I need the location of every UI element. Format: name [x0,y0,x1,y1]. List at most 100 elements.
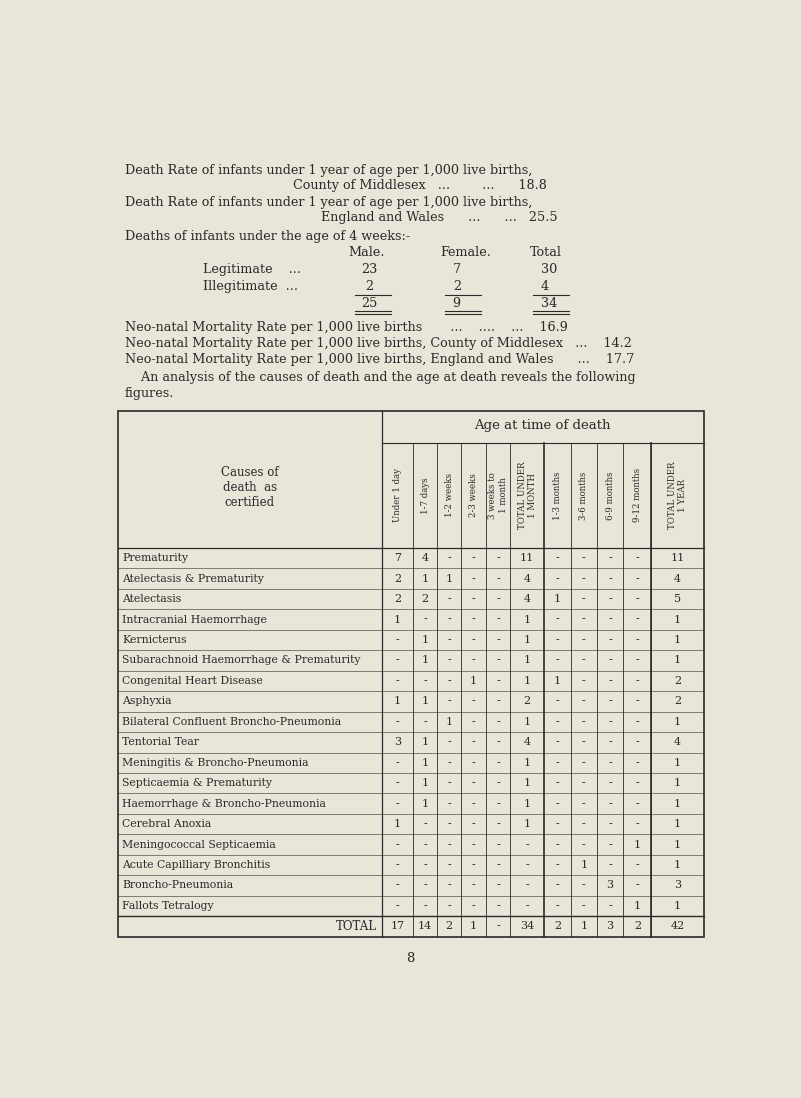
Text: -: - [635,717,639,727]
Text: 1: 1 [524,676,531,686]
Text: 25: 25 [360,296,377,310]
Text: -: - [608,696,612,706]
Text: -: - [582,819,586,829]
Text: TOTAL UNDER
1 MONTH: TOTAL UNDER 1 MONTH [517,461,537,529]
Text: 17: 17 [390,921,405,931]
Text: An analysis of the causes of death and the age at death reveals the following: An analysis of the causes of death and t… [125,371,635,384]
Text: -: - [496,676,500,686]
Text: 1: 1 [445,573,453,584]
Text: 2: 2 [524,696,531,706]
Text: -: - [496,573,500,584]
Text: -: - [496,901,500,911]
Text: -: - [582,758,586,768]
Text: Subarachnoid Haemorrhage & Prematurity: Subarachnoid Haemorrhage & Prematurity [123,656,361,665]
Text: -: - [582,656,586,665]
Text: -: - [608,758,612,768]
Text: Under 1 day: Under 1 day [393,469,402,523]
Text: 1: 1 [524,819,531,829]
Text: -: - [448,615,451,625]
Text: Acute Capilliary Bronchitis: Acute Capilliary Bronchitis [123,860,271,870]
Text: -: - [555,840,559,850]
Text: 2-3 weeks: 2-3 weeks [469,473,478,517]
Text: -: - [635,758,639,768]
Text: 1: 1 [674,798,681,808]
Text: 3 weeks to
1 month: 3 weeks to 1 month [489,472,508,518]
Text: -: - [448,696,451,706]
Text: -: - [555,615,559,625]
Text: 1: 1 [580,860,587,870]
Text: -: - [608,798,612,808]
Text: -: - [635,656,639,665]
Text: -: - [608,737,612,748]
Text: -: - [423,840,427,850]
Text: -: - [472,656,476,665]
Text: -: - [635,696,639,706]
Text: -: - [582,840,586,850]
Text: -: - [635,676,639,686]
Text: Female.: Female. [441,246,491,259]
Text: 11: 11 [670,553,685,563]
Text: 1: 1 [421,656,429,665]
Text: 1: 1 [421,798,429,808]
Text: -: - [525,840,529,850]
Text: -: - [582,615,586,625]
Text: 6-9 months: 6-9 months [606,471,614,519]
Text: -: - [608,819,612,829]
Text: -: - [448,881,451,890]
Text: 4: 4 [541,280,549,293]
Text: 2: 2 [553,921,561,931]
Text: 1: 1 [674,758,681,768]
Text: 3: 3 [674,881,681,890]
Text: -: - [496,840,500,850]
Text: -: - [555,656,559,665]
Text: -: - [635,615,639,625]
Text: -: - [496,798,500,808]
Text: 1-3 months: 1-3 months [553,471,562,519]
Text: -: - [448,656,451,665]
Text: 1: 1 [524,656,531,665]
Text: -: - [635,778,639,788]
Text: 4: 4 [524,594,531,604]
Bar [118,411,703,937]
Text: Meningitis & Broncho-Pneumonia: Meningitis & Broncho-Pneumonia [123,758,309,768]
Text: -: - [582,737,586,748]
Text: -: - [472,840,476,850]
Text: 34: 34 [520,921,534,931]
Text: 1: 1 [524,635,531,645]
Text: 42: 42 [670,921,685,931]
Text: 34: 34 [541,296,557,310]
Text: Atelectasis & Prematurity: Atelectasis & Prematurity [123,573,264,584]
Text: 1: 1 [421,635,429,645]
Text: -: - [396,676,400,686]
Text: -: - [582,676,586,686]
Text: 2: 2 [674,676,681,686]
Text: Legitimate    ...: Legitimate ... [203,262,300,276]
Text: -: - [635,798,639,808]
Text: 7: 7 [453,262,461,276]
Text: Tentorial Tear: Tentorial Tear [123,737,199,748]
Text: -: - [635,819,639,829]
Text: 1: 1 [421,778,429,788]
Text: -: - [472,860,476,870]
Text: 1: 1 [421,696,429,706]
Text: -: - [496,778,500,788]
Text: Prematurity: Prematurity [123,553,188,563]
Text: -: - [635,635,639,645]
Text: -: - [608,717,612,727]
Text: 3: 3 [606,921,614,931]
Text: 23: 23 [360,262,377,276]
Text: Congenital Heart Disease: Congenital Heart Disease [123,676,264,686]
Text: 4: 4 [421,553,429,563]
Text: 1: 1 [634,840,641,850]
Text: -: - [423,717,427,727]
Text: County of Middlesex   ...        ...      18.8: County of Middlesex ... ... 18.8 [292,179,546,192]
Text: Total: Total [530,246,562,259]
Text: -: - [396,860,400,870]
Text: 1: 1 [470,921,477,931]
Text: -: - [396,798,400,808]
Text: -: - [448,553,451,563]
Text: -: - [608,656,612,665]
Text: -: - [608,573,612,584]
Text: 3: 3 [606,881,614,890]
Text: Neo-natal Mortality Rate per 1,000 live births       ...    ....    ...    16.9: Neo-natal Mortality Rate per 1,000 live … [125,322,568,334]
